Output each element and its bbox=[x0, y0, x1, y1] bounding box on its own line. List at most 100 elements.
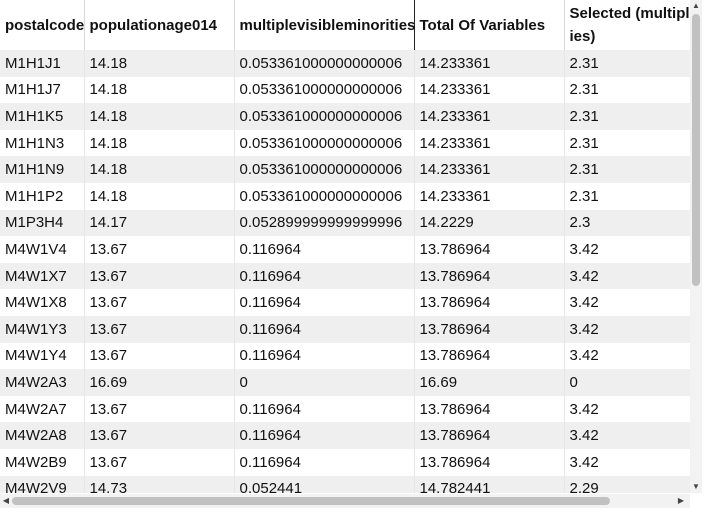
populationage014-cell[interactable]: 14.18 bbox=[84, 50, 235, 77]
horizontal-scrollbar[interactable]: ◀ ▶ bbox=[0, 494, 690, 508]
table-row[interactable]: M4W1V4 13.67 0.116964 13.786964 3.42 bbox=[0, 236, 690, 263]
total-of-variables-cell[interactable]: 14.233361 bbox=[414, 156, 565, 183]
total-of-variables-cell[interactable]: 13.786964 bbox=[414, 395, 565, 423]
populationage014-cell[interactable]: 13.67 bbox=[84, 262, 235, 290]
table-row[interactable]: M4W1Y4 13.67 0.116964 13.786964 3.42 bbox=[0, 342, 690, 370]
table-row[interactable]: M4W1X7 13.67 0.116964 13.786964 3.42 bbox=[0, 262, 690, 290]
table-row[interactable]: M4W1Y3 13.67 0.116964 13.786964 3.42 bbox=[0, 315, 690, 343]
table-row[interactable]: M4W2A8 13.67 0.116964 13.786964 3.42 bbox=[0, 422, 690, 449]
scroll-up-arrow-icon[interactable]: ▲ bbox=[692, 1, 700, 10]
multiplevisibleminorities-cell[interactable]: 0.116964 bbox=[234, 315, 415, 343]
selected-cell[interactable]: 3.42 bbox=[564, 395, 690, 423]
multiplevisibleminorities-cell[interactable]: 0.116964 bbox=[234, 289, 415, 316]
multiplevisibleminorities-cell[interactable]: 0.052899999999999996 bbox=[234, 209, 415, 237]
postalcode-cell[interactable]: M1H1N9 bbox=[0, 156, 85, 183]
selected-cell[interactable]: 2.31 bbox=[564, 76, 690, 104]
table-row[interactable]: M4W2A7 13.67 0.116964 13.786964 3.42 bbox=[0, 395, 690, 423]
populationage014-cell[interactable]: 13.67 bbox=[84, 236, 235, 263]
postalcode-cell[interactable]: M4W1Y3 bbox=[0, 315, 85, 343]
total-of-variables-cell[interactable]: 16.69 bbox=[414, 369, 565, 396]
multiplevisibleminorities-cell[interactable]: 0.116964 bbox=[234, 342, 415, 370]
postalcode-cell[interactable]: M4W1X8 bbox=[0, 289, 85, 316]
populationage014-cell[interactable]: 13.67 bbox=[84, 422, 235, 449]
populationage014-cell[interactable]: 13.67 bbox=[84, 315, 235, 343]
postalcode-cell[interactable]: M1H1N3 bbox=[0, 129, 85, 157]
selected-cell[interactable]: 3.42 bbox=[564, 422, 690, 449]
selected-cell[interactable]: 3.42 bbox=[564, 448, 690, 476]
table-row[interactable]: M4W2V9 14.73 0.052441 14.782441 2.29 bbox=[0, 475, 690, 493]
total-of-variables-cell[interactable]: 14.233361 bbox=[414, 50, 565, 77]
multiplevisibleminorities-cell[interactable]: 0.053361000000000006 bbox=[234, 129, 415, 157]
populationage014-cell[interactable]: 14.18 bbox=[84, 156, 235, 183]
populationage014-cell[interactable]: 14.18 bbox=[84, 76, 235, 104]
scroll-right-arrow-icon[interactable]: ▶ bbox=[677, 496, 685, 505]
total-of-variables-cell[interactable]: 14.233361 bbox=[414, 76, 565, 104]
vertical-scroll-thumb[interactable] bbox=[692, 14, 700, 286]
table-row[interactable]: M1H1K5 14.18 0.053361000000000006 14.233361… bbox=[0, 103, 690, 130]
table-row[interactable]: M4W2B9 13.67 0.116964 13.786964 3.42 bbox=[0, 448, 690, 476]
multiplevisibleminorities-cell[interactable]: 0.116964 bbox=[234, 395, 415, 423]
populationage014-cell[interactable]: 14.18 bbox=[84, 103, 235, 130]
postalcode-cell[interactable]: M4W2V9 bbox=[0, 475, 85, 493]
vertical-scrollbar[interactable]: ▲ ▼ bbox=[690, 0, 702, 493]
horizontal-scroll-thumb[interactable] bbox=[12, 497, 610, 505]
multiplevisibleminorities-cell[interactable]: 0.052441 bbox=[234, 475, 415, 493]
multiplevisibleminorities-cell[interactable]: 0.116964 bbox=[234, 236, 415, 263]
postalcode-cell[interactable]: M4W1Y4 bbox=[0, 342, 85, 370]
selected-cell[interactable]: 3.42 bbox=[564, 236, 690, 263]
postalcode-cell[interactable]: M1H1P2 bbox=[0, 182, 85, 210]
total-of-variables-cell[interactable]: 13.786964 bbox=[414, 448, 565, 476]
postalcode-cell[interactable]: M4W1X7 bbox=[0, 262, 85, 290]
multiplevisibleminorities-cell[interactable]: 0.053361000000000006 bbox=[234, 76, 415, 104]
selected-cell[interactable]: 0 bbox=[564, 369, 690, 396]
total-of-variables-cell[interactable]: 13.786964 bbox=[414, 342, 565, 370]
column-header-total-of-variables[interactable]: Total Of Variables bbox=[414, 0, 565, 50]
table-row[interactable]: M1H1P2 14.18 0.053361000000000006 14.233361… bbox=[0, 182, 690, 210]
populationage014-cell[interactable]: 16.69 bbox=[84, 369, 235, 396]
scroll-left-arrow-icon[interactable]: ◀ bbox=[2, 496, 10, 505]
total-of-variables-cell[interactable]: 14.233361 bbox=[414, 103, 565, 130]
multiplevisibleminorities-cell[interactable]: 0.053361000000000006 bbox=[234, 182, 415, 210]
postalcode-cell[interactable]: M1P3H4 bbox=[0, 209, 85, 237]
multiplevisibleminorities-cell[interactable]: 0 bbox=[234, 369, 415, 396]
populationage014-cell[interactable]: 14.73 bbox=[84, 475, 235, 493]
column-header-selected[interactable]: Selected (multiplevisibleminorities) bbox=[564, 0, 690, 50]
postalcode-cell[interactable]: M1H1J1 bbox=[0, 50, 85, 77]
selected-cell[interactable]: 2.3 bbox=[564, 209, 690, 237]
selected-cell[interactable]: 2.29 bbox=[564, 475, 690, 493]
scroll-down-arrow-icon[interactable]: ▼ bbox=[692, 482, 700, 491]
selected-cell[interactable]: 2.31 bbox=[564, 50, 690, 77]
total-of-variables-cell[interactable]: 13.786964 bbox=[414, 289, 565, 316]
postalcode-cell[interactable]: M4W2B9 bbox=[0, 448, 85, 476]
populationage014-cell[interactable]: 13.67 bbox=[84, 289, 235, 316]
total-of-variables-cell[interactable]: 13.786964 bbox=[414, 236, 565, 263]
populationage014-cell[interactable]: 13.67 bbox=[84, 395, 235, 423]
table-row[interactable]: M1H1N9 14.18 0.053361000000000006 14.233361… bbox=[0, 156, 690, 183]
multiplevisibleminorities-cell[interactable]: 0.053361000000000006 bbox=[234, 156, 415, 183]
selected-cell[interactable]: 2.31 bbox=[564, 156, 690, 183]
multiplevisibleminorities-cell[interactable]: 0.053361000000000006 bbox=[234, 103, 415, 130]
total-of-variables-cell[interactable]: 13.786964 bbox=[414, 422, 565, 449]
postalcode-cell[interactable]: M4W2A7 bbox=[0, 395, 85, 423]
multiplevisibleminorities-cell[interactable]: 0.116964 bbox=[234, 422, 415, 449]
selected-cell[interactable]: 3.42 bbox=[564, 262, 690, 290]
populationage014-cell[interactable]: 13.67 bbox=[84, 448, 235, 476]
selected-cell[interactable]: 2.31 bbox=[564, 129, 690, 157]
selected-cell[interactable]: 3.42 bbox=[564, 342, 690, 370]
table-row[interactable]: M1H1J7 14.18 0.053361000000000006 14.233361… bbox=[0, 76, 690, 104]
postalcode-cell[interactable]: M4W1V4 bbox=[0, 236, 85, 263]
postalcode-cell[interactable]: M4W2A8 bbox=[0, 422, 85, 449]
total-of-variables-cell[interactable]: 13.786964 bbox=[414, 262, 565, 290]
total-of-variables-cell[interactable]: 14.782441 bbox=[414, 475, 565, 493]
column-header-multiplevisibleminorities[interactable]: multiplevisibleminorities bbox=[234, 0, 415, 50]
total-of-variables-cell[interactable]: 14.233361 bbox=[414, 129, 565, 157]
multiplevisibleminorities-cell[interactable]: 0.053361000000000006 bbox=[234, 50, 415, 77]
table-row[interactable]: M1P3H4 14.17 0.052899999999999996 14.2229 2.… bbox=[0, 209, 690, 237]
table-row[interactable]: M4W2A3 16.69 0 16.69 0 bbox=[0, 369, 690, 396]
selected-cell[interactable]: 2.31 bbox=[564, 103, 690, 130]
table-row[interactable]: M1H1J1 14.18 0.053361000000000006 14.233361… bbox=[0, 50, 690, 77]
postalcode-cell[interactable]: M4W2A3 bbox=[0, 369, 85, 396]
postalcode-cell[interactable]: M1H1J7 bbox=[0, 76, 85, 104]
selected-cell[interactable]: 3.42 bbox=[564, 315, 690, 343]
selected-cell[interactable]: 3.42 bbox=[564, 289, 690, 316]
